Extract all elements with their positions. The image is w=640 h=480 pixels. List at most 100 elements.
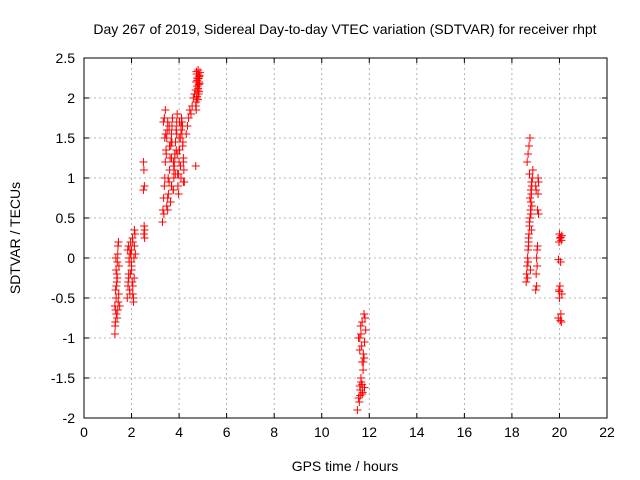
data-point bbox=[127, 266, 136, 274]
data-point bbox=[356, 322, 365, 330]
data-point bbox=[557, 318, 566, 326]
data-point bbox=[524, 234, 533, 242]
data-point bbox=[523, 262, 532, 270]
data-point bbox=[194, 84, 203, 93]
data-point bbox=[523, 158, 532, 166]
data-point bbox=[527, 226, 536, 234]
data-point bbox=[140, 226, 149, 234]
data-point bbox=[186, 110, 195, 118]
y-tick-label: 0.5 bbox=[56, 210, 76, 226]
data-point bbox=[192, 92, 201, 101]
data-point bbox=[194, 74, 203, 83]
data-point bbox=[179, 158, 188, 166]
data-point bbox=[160, 182, 169, 190]
data-point bbox=[161, 106, 170, 114]
plot-border bbox=[83, 57, 608, 419]
data-point bbox=[124, 242, 133, 250]
data-point bbox=[355, 398, 364, 406]
data-point bbox=[172, 130, 181, 138]
data-point bbox=[113, 314, 122, 322]
data-point bbox=[531, 286, 540, 294]
data-point bbox=[522, 278, 531, 286]
data-point bbox=[165, 142, 174, 150]
data-point bbox=[113, 250, 122, 258]
y-tick-label: 2.5 bbox=[56, 50, 76, 66]
y-tick-label: 1 bbox=[67, 170, 75, 186]
data-point bbox=[112, 266, 121, 274]
data-point bbox=[525, 142, 534, 150]
data-point bbox=[126, 270, 135, 278]
y-tick-label: 1.5 bbox=[56, 130, 76, 146]
data-point bbox=[124, 278, 133, 286]
data-point bbox=[356, 391, 365, 400]
data-point bbox=[171, 170, 180, 178]
grid-lines bbox=[84, 58, 607, 418]
data-point bbox=[161, 130, 170, 138]
y-tick-label: 2 bbox=[67, 90, 75, 106]
data-point bbox=[158, 218, 167, 226]
data-point bbox=[527, 202, 536, 210]
data-point bbox=[128, 282, 137, 290]
chart-title: Day 267 of 2019, Sidereal Day-to-day VTE… bbox=[93, 21, 596, 37]
data-points bbox=[110, 66, 566, 414]
data-point bbox=[167, 138, 176, 146]
data-point bbox=[163, 194, 172, 202]
data-point bbox=[526, 266, 535, 274]
data-point bbox=[525, 170, 534, 178]
y-tick-label: -2 bbox=[63, 410, 76, 426]
data-point bbox=[164, 174, 173, 182]
data-point bbox=[165, 126, 174, 134]
data-point bbox=[524, 242, 533, 250]
data-point bbox=[111, 254, 120, 262]
data-point bbox=[140, 234, 149, 242]
data-point bbox=[176, 174, 185, 182]
x-tick-label: 22 bbox=[599, 424, 615, 440]
data-point bbox=[114, 238, 123, 246]
data-point bbox=[159, 210, 168, 218]
data-point bbox=[193, 76, 202, 85]
data-point bbox=[174, 190, 183, 198]
data-point bbox=[167, 182, 176, 190]
data-point bbox=[183, 122, 192, 130]
data-point bbox=[358, 380, 367, 389]
x-tick-labels: 0 2 4 6 8 10 12 14 16 18 20 22 bbox=[80, 424, 615, 440]
data-point bbox=[140, 182, 149, 190]
data-point bbox=[193, 95, 202, 104]
data-point bbox=[356, 330, 365, 338]
x-axis-label: GPS time / hours bbox=[292, 458, 399, 474]
data-point bbox=[525, 218, 534, 226]
data-point bbox=[169, 162, 178, 170]
data-point bbox=[528, 166, 537, 174]
data-point bbox=[532, 186, 541, 194]
data-point bbox=[125, 254, 134, 262]
data-point bbox=[522, 270, 531, 278]
data-point bbox=[360, 354, 369, 362]
data-point bbox=[159, 118, 168, 126]
data-point bbox=[192, 67, 201, 76]
x-tick-label: 8 bbox=[270, 424, 278, 440]
data-point bbox=[139, 230, 148, 238]
data-point bbox=[358, 318, 367, 326]
y-tick-label: -1.5 bbox=[51, 370, 75, 386]
x-tick-label: 16 bbox=[457, 424, 473, 440]
x-tick-label: 0 bbox=[80, 424, 88, 440]
data-point bbox=[533, 206, 542, 214]
data-point bbox=[130, 230, 139, 238]
x-tick-label: 20 bbox=[552, 424, 568, 440]
data-point bbox=[525, 194, 534, 202]
data-point bbox=[162, 150, 171, 158]
data-point bbox=[160, 134, 169, 142]
data-point bbox=[556, 316, 565, 325]
data-point bbox=[533, 242, 542, 250]
data-point bbox=[169, 186, 178, 194]
data-point bbox=[353, 406, 362, 414]
data-point bbox=[532, 254, 541, 262]
data-point bbox=[523, 274, 532, 282]
data-point bbox=[526, 198, 535, 206]
data-point bbox=[361, 326, 370, 334]
data-point bbox=[139, 166, 148, 174]
y-axis-label: SDTVAR / TECUs bbox=[7, 182, 23, 294]
data-point bbox=[115, 302, 124, 310]
